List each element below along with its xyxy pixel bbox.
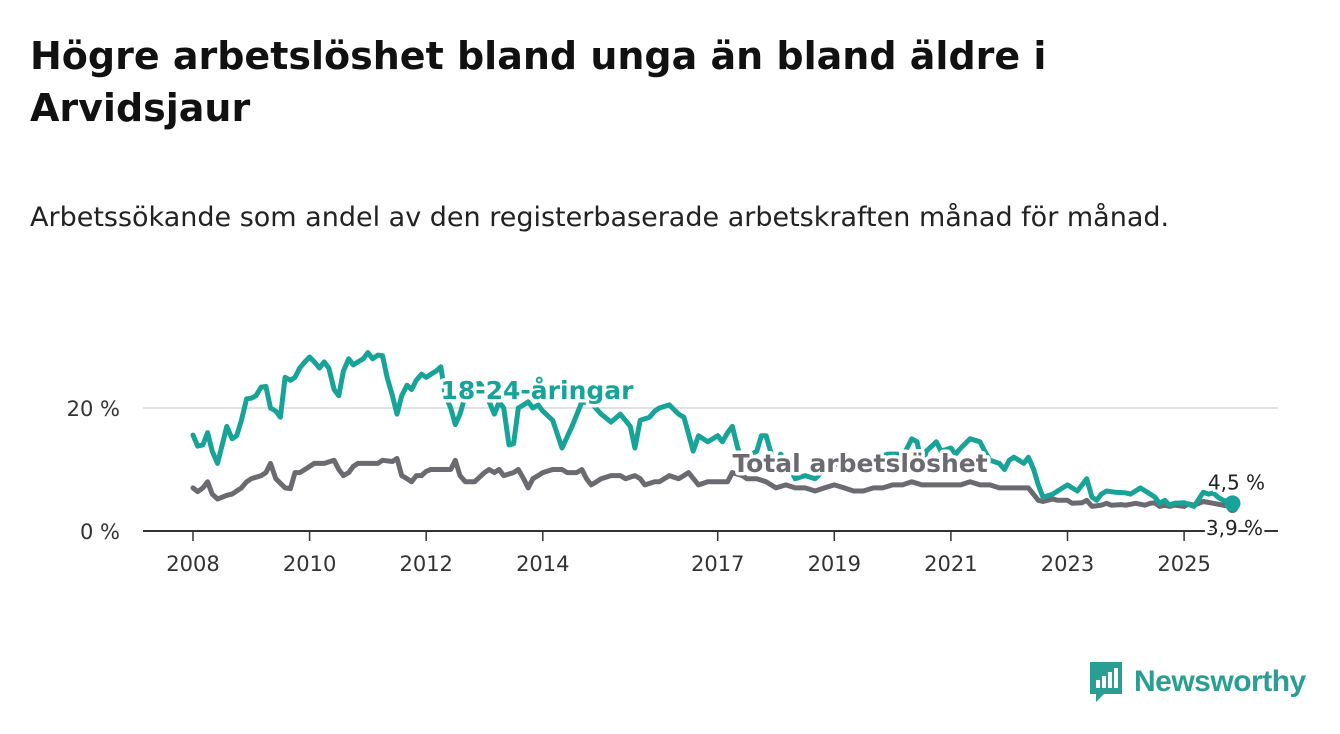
- x-tick-label: 2010: [283, 552, 336, 576]
- chart-title: Högre arbetslöshet bland unga än bland ä…: [30, 34, 1047, 130]
- y-tick-label: 20 %: [67, 397, 120, 421]
- newsworthy-logo-text: Newsworthy: [1134, 665, 1306, 698]
- series-line-youth: [190, 350, 1235, 509]
- line-chart: 0 % 20 % 2008 2010 2012 2014 2017 2019 2021 2023 2…: [67, 350, 1278, 576]
- newsworthy-logo: Newsworthy: [1088, 660, 1306, 704]
- x-tick-label: 2012: [399, 552, 452, 576]
- x-tick-label: 2019: [808, 552, 861, 576]
- series-end-point-youth: [1224, 495, 1241, 512]
- series-label-youth: 18-24-åringar: [440, 376, 634, 405]
- x-tick-label: 2023: [1041, 552, 1094, 576]
- x-tick-label: 2021: [924, 552, 977, 576]
- series-label-total: Total arbetslöshet: [732, 449, 987, 478]
- x-tick-label: 2017: [691, 552, 744, 576]
- x-tick-label: 2008: [166, 552, 219, 576]
- x-tick-label: 2014: [516, 552, 569, 576]
- x-tick-label: 2025: [1157, 552, 1210, 576]
- y-tick-label: 0 %: [80, 520, 120, 544]
- end-value-label-total: 3,9 %: [1206, 516, 1263, 540]
- chart-subtitle: Arbetssökande som andel av den registerb…: [30, 202, 1170, 233]
- end-value-label-youth: 4,5 %: [1208, 470, 1265, 494]
- series-line-total: [190, 455, 1235, 510]
- newsworthy-logo-icon: [1090, 662, 1122, 702]
